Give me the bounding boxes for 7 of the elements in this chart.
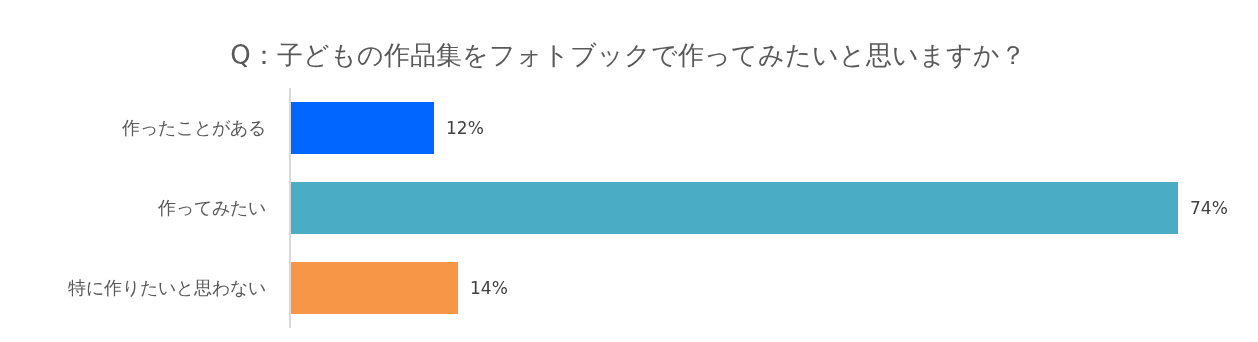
data-label: 14% — [470, 278, 508, 299]
data-label: 12% — [446, 118, 484, 139]
y-tick-label: 作ってみたい — [157, 197, 266, 219]
y-tick-label: 作ったことがある — [121, 117, 266, 139]
data-label: 74% — [1190, 198, 1228, 219]
chart-title: Q：子どもの作品集をフォトブックで作ってみたいと思いますか？ — [229, 39, 1027, 72]
y-tick-label: 特に作りたいと思わない — [68, 277, 266, 299]
